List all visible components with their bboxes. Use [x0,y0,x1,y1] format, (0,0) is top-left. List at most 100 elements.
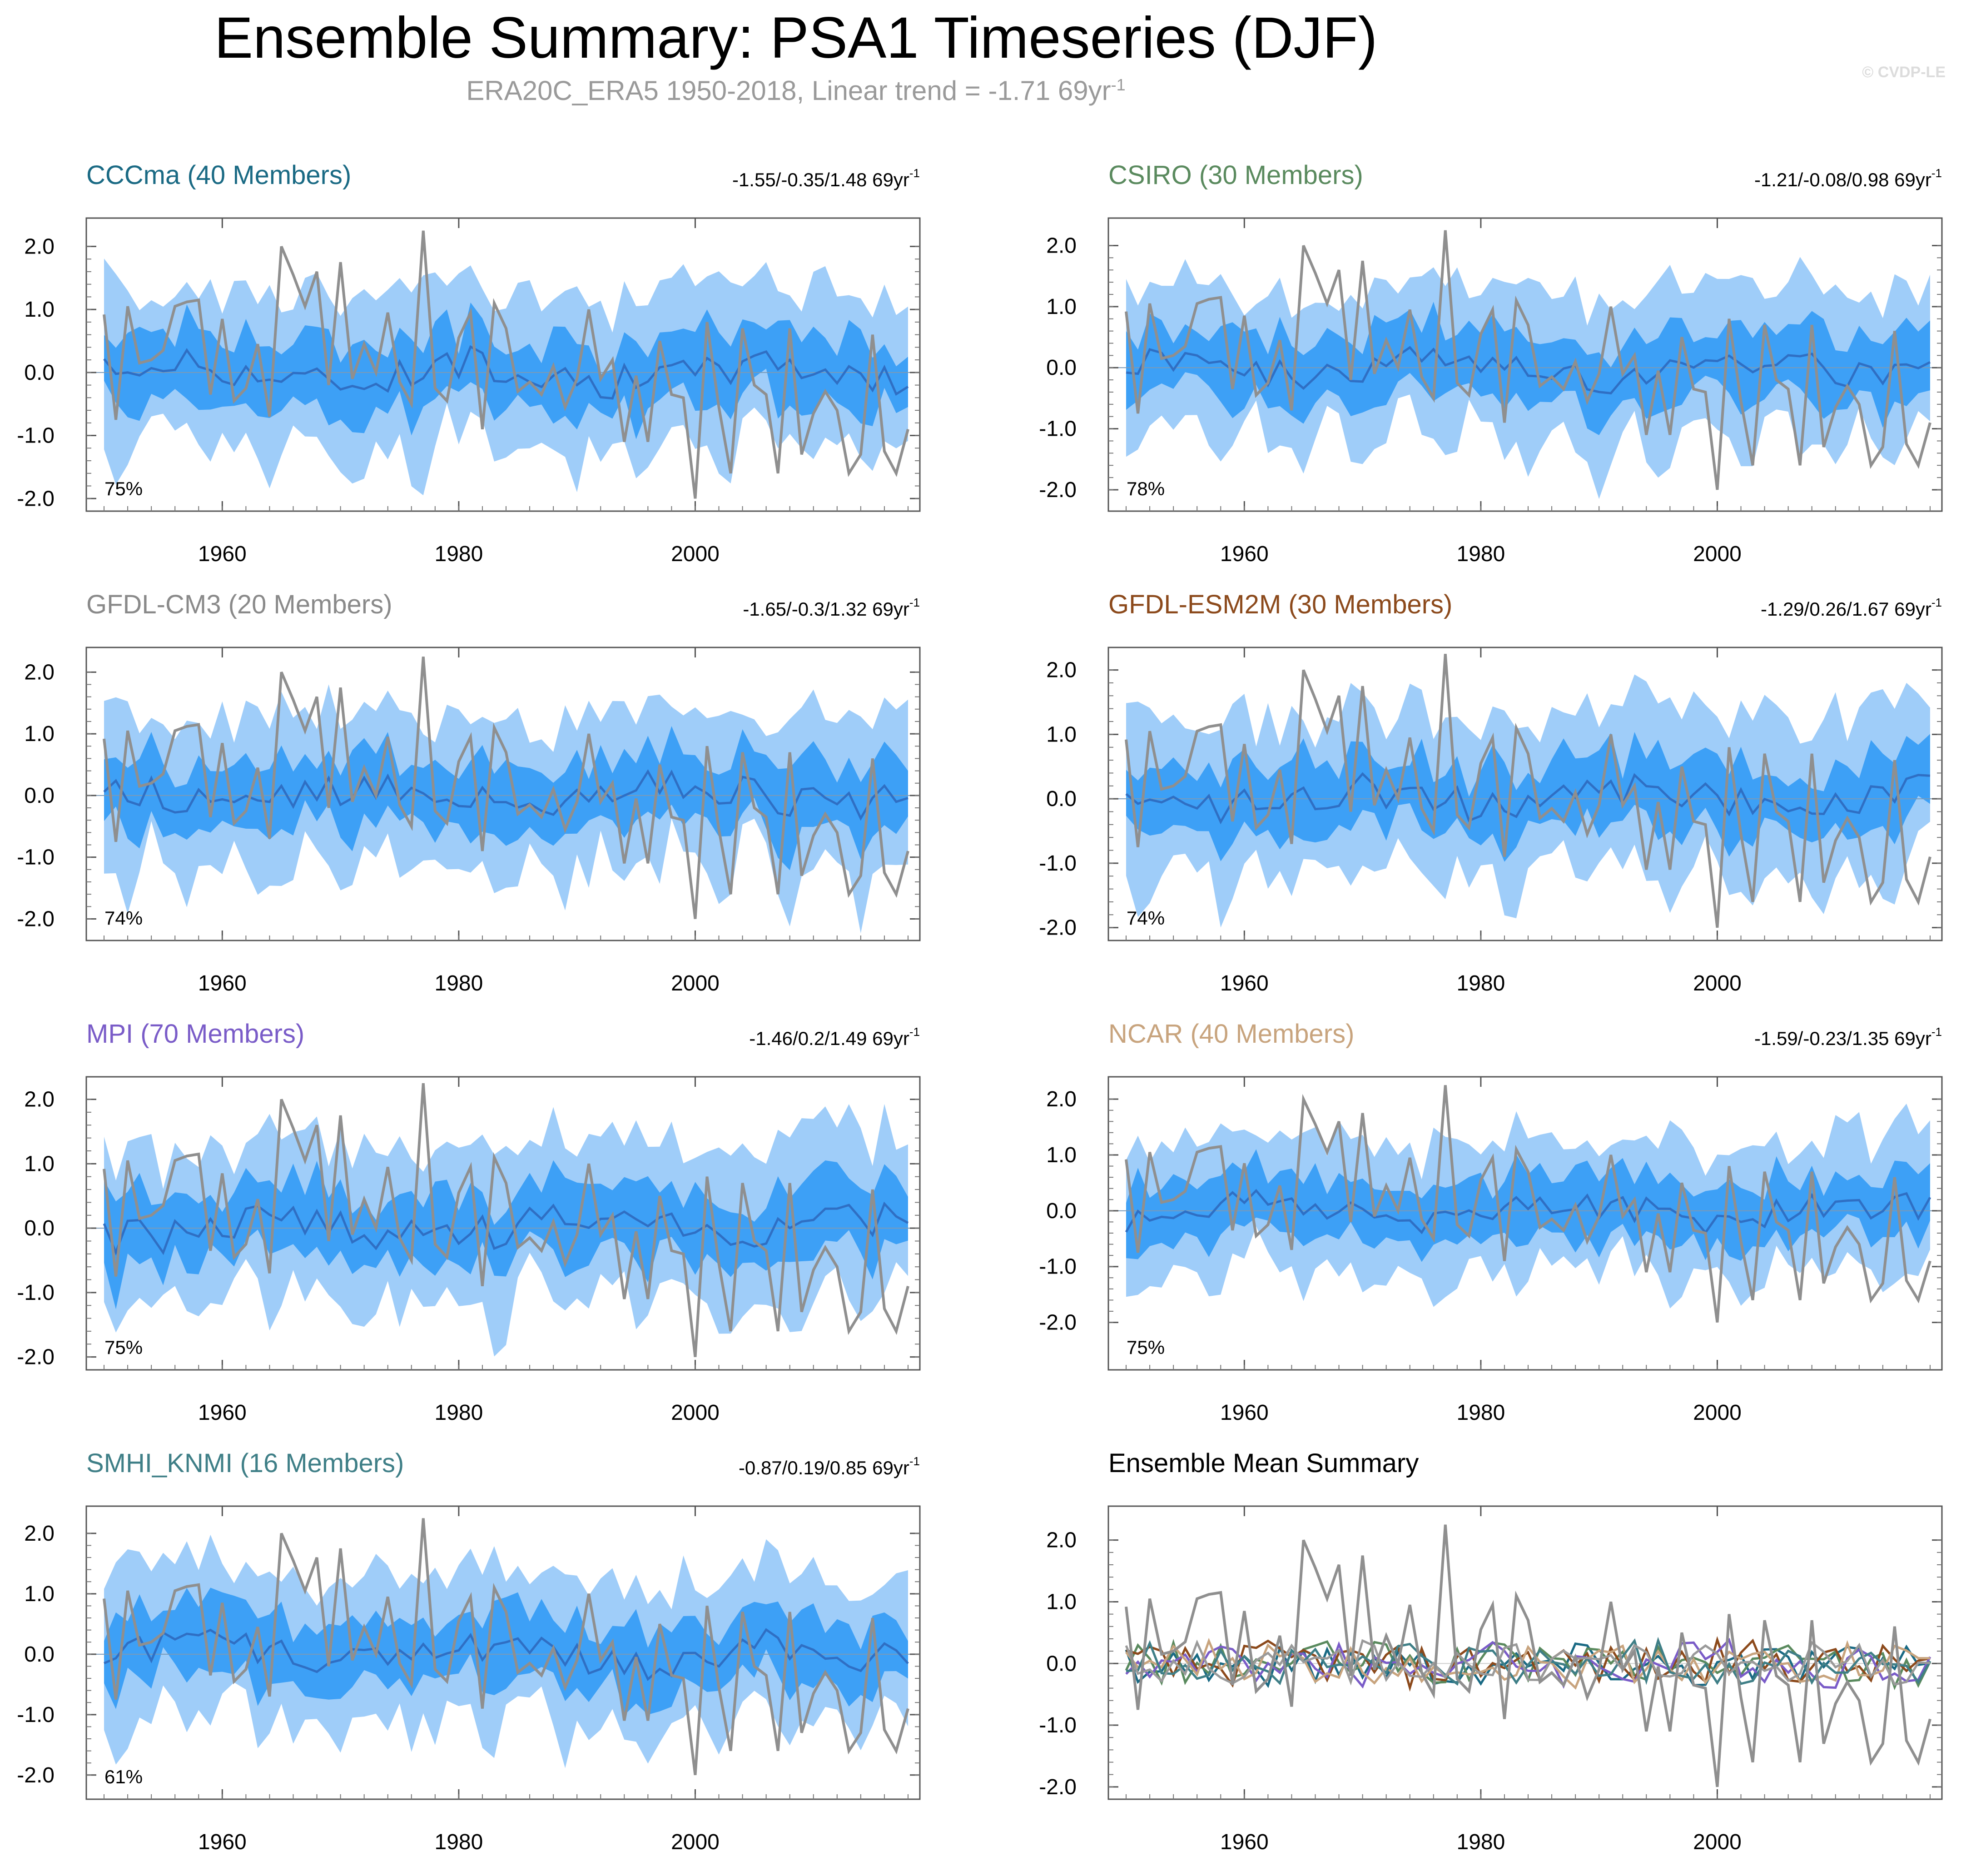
x-tick-label: 2000 [671,1830,720,1854]
y-tick-label: 1.0 [24,1152,55,1176]
percent-label: 75% [104,1337,143,1358]
x-tick-label: 1980 [1457,542,1505,566]
trend-stat-superscript: -1 [909,166,920,180]
x-tick-label: 1980 [1457,1401,1505,1425]
x-tick-label: 2000 [671,1401,720,1425]
credit-watermark: © CVDP-LE [1862,64,1946,81]
plot-area [1108,1085,1942,1323]
ensemble-mean-line [104,1628,909,1681]
plot-area [1108,230,1942,499]
inner-spread-band [1126,1149,1930,1262]
trend-stat: -1.29/0.26/1.67 69yr-1 [1761,596,1942,620]
x-tick-label: 1980 [435,971,483,995]
ensemble-mean-line [103,1201,909,1256]
y-tick-label: -1.0 [1039,417,1077,441]
ensemble-mean-line [1125,772,1931,825]
panel-title: NCAR (40 Members) [1108,1019,1354,1049]
panel-title: GFDL-ESM2M (30 Members) [1108,590,1452,619]
panel-gfdl-cm3: GFDL-CM3 (20 Members) -1.65/-0.3/1.32 69y… [17,590,921,995]
y-tick-label: 2.0 [24,1522,55,1546]
trend-stat-text: -0.87/0.19/0.85 69yr [739,1457,909,1478]
plot-frame [85,647,921,941]
y-tick-label: 1.0 [1046,1143,1077,1167]
observation-line [103,1518,909,1776]
y-tick-label: 0.0 [1046,787,1077,811]
y-tick-label: 2.0 [1046,1087,1077,1111]
panel-title: MPI (70 Members) [86,1019,304,1049]
y-tick-label: 1.0 [1046,722,1077,746]
observation-line [103,230,909,499]
trend-stat-text: -1.59/-0.23/1.35 69yr [1754,1028,1931,1049]
ensemble-mean-line [1126,346,1931,395]
trend-stat: -0.87/0.19/0.85 69yr-1 [739,1454,920,1478]
panel-ensemble-mean-summary: Ensemble Mean Summary 2.0 1.0 0.0 -1.0 -2.0 19… [1039,1448,1943,1854]
trend-stat-text: -1.21/-0.08/0.98 69yr [1754,169,1931,190]
panel-title: CSIRO (30 Members) [1108,160,1363,190]
y-tick-label: 1.0 [24,1582,55,1606]
inner-spread-band [104,726,908,871]
trend-stat: -1.65/-0.3/1.32 69yr-1 [743,596,920,620]
panel-gfdl-esm2m: GFDL-ESM2M (30 Members) -1.29/0.26/1.67 6… [1039,590,1943,995]
trend-stat-superscript: -1 [909,1454,920,1468]
x-tick-label: 2000 [1693,542,1742,566]
trend-stat-text: -1.65/-0.3/1.32 69yr [743,598,909,620]
y-tick-label: -1.0 [1039,1255,1077,1279]
y-tick-label: 0.0 [24,784,55,808]
y-tick-label: 2.0 [24,1088,55,1112]
y-tick-label: 2.0 [1046,234,1077,258]
x-tick-label: 1980 [1457,1830,1505,1854]
x-tick-label: 1960 [198,971,247,995]
panel-mpi: MPI (70 Members) -1.46/0.2/1.49 69yr-1 2.0… [17,1019,921,1425]
panel-smhi-knmi: SMHI_KNMI (16 Members) -0.87/0.19/0.85 69… [17,1448,921,1854]
y-tick-label: -2.0 [17,487,55,511]
plot-area [86,1518,920,1776]
y-tick-label: -2.0 [1039,478,1077,502]
trend-stat-superscript: -1 [909,596,920,609]
trend-stat: -1.21/-0.08/0.98 69yr-1 [1754,166,1942,190]
page-title: Ensemble Summary: PSA1 Timeseries (DJF) [214,5,1378,70]
subtitle-text: ERA20C_ERA5 1950-2018, Linear trend = -1… [466,75,1111,106]
x-tick-label: 2000 [671,971,720,995]
plot-frame [1107,647,1943,941]
percent-label: 75% [1127,1337,1165,1358]
percent-label: 74% [1127,907,1165,929]
y-tick-label: 2.0 [24,234,55,259]
y-tick-label: -1.0 [1039,851,1077,876]
x-tick-label: 1960 [1220,1830,1269,1854]
observation-line [1125,230,1931,490]
plot-area [86,230,920,499]
trend-stat-superscript: -1 [1931,1025,1942,1039]
y-tick-label: -1.0 [17,1281,55,1305]
trend-stat-superscript: -1 [1931,166,1942,180]
y-tick-label: 0.0 [1046,356,1077,380]
observation-line [1125,1524,1931,1787]
model-mean-line [1126,1636,1931,1692]
y-tick-label: -2.0 [17,1345,55,1369]
x-tick-label: 1960 [198,1830,247,1854]
y-tick-label: 1.0 [1046,295,1077,319]
plot-frame [1107,217,1943,512]
plot-frame [85,1076,921,1371]
observation-line [1125,1085,1931,1323]
x-tick-label: 2000 [1693,971,1742,995]
y-tick-label: 2.0 [24,660,55,684]
page-subtitle: ERA20C_ERA5 1950-2018, Linear trend = -1… [0,75,1592,106]
panel-title: SMHI_KNMI (16 Members) [86,1448,404,1478]
plot-frame [85,217,921,512]
x-tick-label: 1960 [1220,542,1269,566]
y-tick-label: 0.0 [24,1216,55,1240]
trend-stat-text: -1.46/0.2/1.49 69yr [749,1028,909,1049]
plot-frame [1107,1076,1943,1371]
ensemble-mean-line [103,345,909,400]
plot-frame [85,1505,921,1800]
ensemble-mean-line [1125,1189,1931,1235]
plot-area [1108,653,1942,928]
y-tick-label: 0.0 [24,361,55,385]
y-tick-label: 2.0 [1046,1528,1077,1553]
y-tick-label: 1.0 [24,298,55,322]
x-tick-label: 2000 [671,542,720,566]
y-tick-label: -2.0 [1039,1311,1077,1335]
trend-stat-superscript: -1 [909,1025,920,1039]
model-mean-line [1125,1639,1931,1686]
